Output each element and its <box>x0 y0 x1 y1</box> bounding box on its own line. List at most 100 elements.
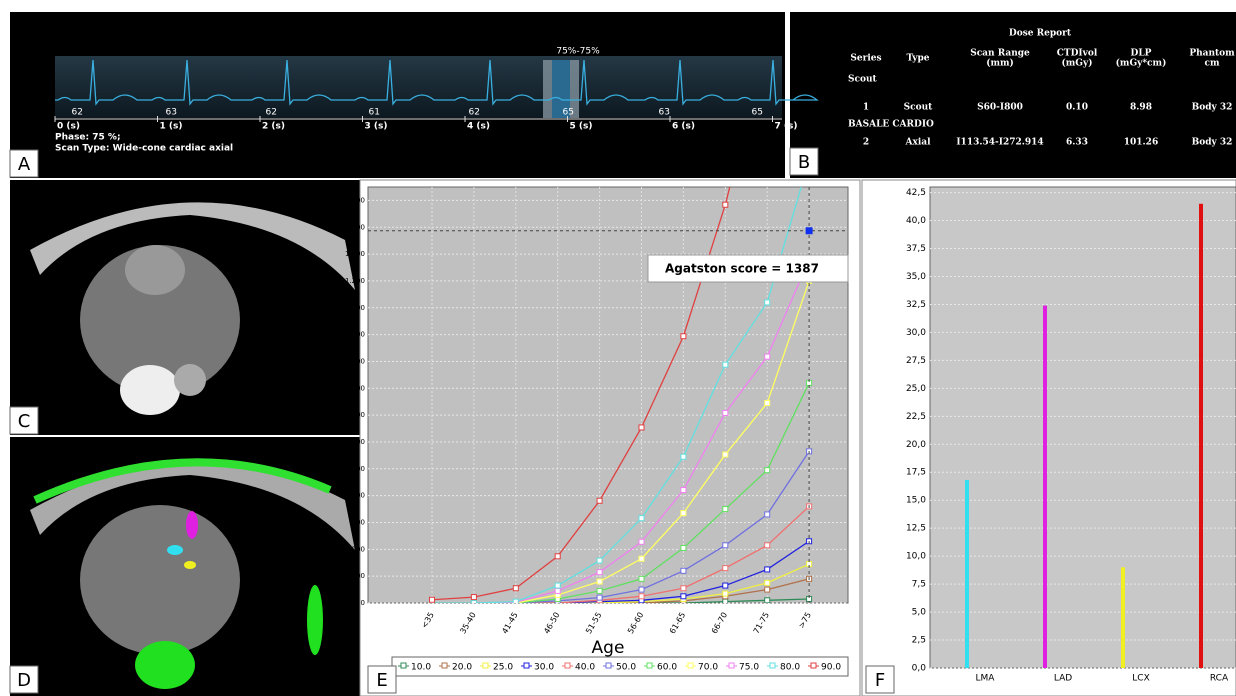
point <box>723 507 728 512</box>
dose-cell: 2 <box>863 138 869 148</box>
point <box>765 567 770 572</box>
legend-symbol <box>401 663 406 668</box>
dose-header: (mGy*cm) <box>1116 58 1167 69</box>
rib-d <box>307 585 323 655</box>
point <box>681 511 686 516</box>
dose-header: Series <box>850 54 881 64</box>
time-label: 1 (s) <box>160 122 183 132</box>
y-tick-label: 0 <box>361 599 365 607</box>
y-tick-label: 25,0 <box>906 384 926 394</box>
score-marker <box>806 227 813 234</box>
panel-label: D <box>17 670 31 691</box>
scan-type: Scan Type: Wide-cone cardiac axial <box>55 144 233 154</box>
heart-rate: 65 <box>752 108 763 118</box>
y-tick-label: 37,5 <box>906 244 926 254</box>
bar <box>1199 204 1203 668</box>
panel-label: A <box>18 154 31 175</box>
y-tick-label: 10,0 <box>906 552 926 562</box>
point <box>765 598 770 603</box>
panel-label: C <box>18 411 31 432</box>
legend-symbol <box>565 663 570 668</box>
dose-header: Phantom <box>1189 49 1235 59</box>
y-tick-label: 900 <box>352 357 365 365</box>
dose-cell: BASALE CARDIO <box>848 120 934 130</box>
y-tick-label: 200 <box>352 545 365 553</box>
plot-area <box>368 187 848 603</box>
legend-symbol <box>811 663 816 668</box>
panel-label: E <box>376 670 387 691</box>
point <box>597 498 602 503</box>
spine-d <box>135 641 195 689</box>
time-label: 2 (s) <box>262 122 285 132</box>
y-tick-label: 5,0 <box>912 608 927 618</box>
x-tick-label: LAD <box>1054 674 1072 684</box>
heart-rate: 61 <box>369 108 380 118</box>
dose-cell: Body 32 <box>1192 138 1233 148</box>
y-tick-label: 300 <box>352 518 365 526</box>
heart-rate: 63 <box>166 108 177 118</box>
time-label: 5 (s) <box>570 122 593 132</box>
legend-label: 20.0 <box>452 663 472 673</box>
y-tick-label: 30,0 <box>906 328 926 338</box>
y-tick-label: 17,5 <box>906 468 926 478</box>
x-tick-label: LCX <box>1132 674 1149 684</box>
point <box>765 587 770 592</box>
y-tick-label: 20,0 <box>906 440 926 450</box>
point <box>681 488 686 493</box>
y-tick-label: 2,5 <box>912 636 926 646</box>
x-tick-label: LMA <box>976 674 996 684</box>
legend-symbol <box>647 663 652 668</box>
point <box>765 468 770 473</box>
legend-label: 80.0 <box>780 663 800 673</box>
point <box>723 566 728 571</box>
point <box>639 594 644 599</box>
point <box>513 586 518 591</box>
y-tick-label: 7,5 <box>912 580 926 590</box>
y-tick-label: 700 <box>352 411 365 419</box>
y-tick-label: 42,5 <box>906 188 926 198</box>
heart-rate: 62 <box>266 108 277 118</box>
time-label: 3 (s) <box>365 122 388 132</box>
time-label: 0 (s) <box>57 122 80 132</box>
figure: 62636261626563650 (s)1 (s)2 (s)3 (s)4 (s… <box>0 0 1236 696</box>
point <box>639 587 644 592</box>
point <box>639 556 644 561</box>
y-tick-label: 600 <box>352 438 365 446</box>
phase: Phase: 75 %; <box>55 133 121 143</box>
plot-area <box>930 187 1236 668</box>
point <box>597 595 602 600</box>
legend-symbol <box>688 663 693 668</box>
bar <box>1121 567 1125 668</box>
window-label: 75%-75% <box>556 47 600 57</box>
dose-header: CTDIvol <box>1057 49 1098 59</box>
legend-symbol <box>770 663 775 668</box>
spine <box>120 365 180 415</box>
legend-symbol <box>524 663 529 668</box>
y-tick-label: 1.500 <box>345 196 365 204</box>
point <box>639 516 644 521</box>
point <box>765 354 770 359</box>
dose-header: Type <box>907 54 930 64</box>
legend-label: 40.0 <box>575 663 595 673</box>
lma-calc <box>167 545 183 555</box>
point <box>639 425 644 430</box>
dose-cell: 6.33 <box>1066 138 1088 148</box>
dose-header: (mm) <box>986 58 1014 69</box>
point <box>681 586 686 591</box>
dose-cell: I113.54-I272.914 <box>956 138 1043 148</box>
heart-rate: 63 <box>659 108 670 118</box>
point <box>430 597 435 602</box>
y-tick-label: 800 <box>352 384 365 392</box>
point <box>723 362 728 367</box>
point <box>723 543 728 548</box>
point <box>555 583 560 588</box>
time-label: 7 (s) <box>775 122 798 132</box>
y-tick-label: 1.000 <box>345 331 365 339</box>
point <box>723 202 728 207</box>
point <box>723 583 728 588</box>
y-tick-label: 40,0 <box>906 216 926 226</box>
ecg-strip <box>55 56 782 118</box>
legend-label: 90.0 <box>821 663 841 673</box>
bar <box>965 480 969 668</box>
heart-d <box>80 505 240 655</box>
